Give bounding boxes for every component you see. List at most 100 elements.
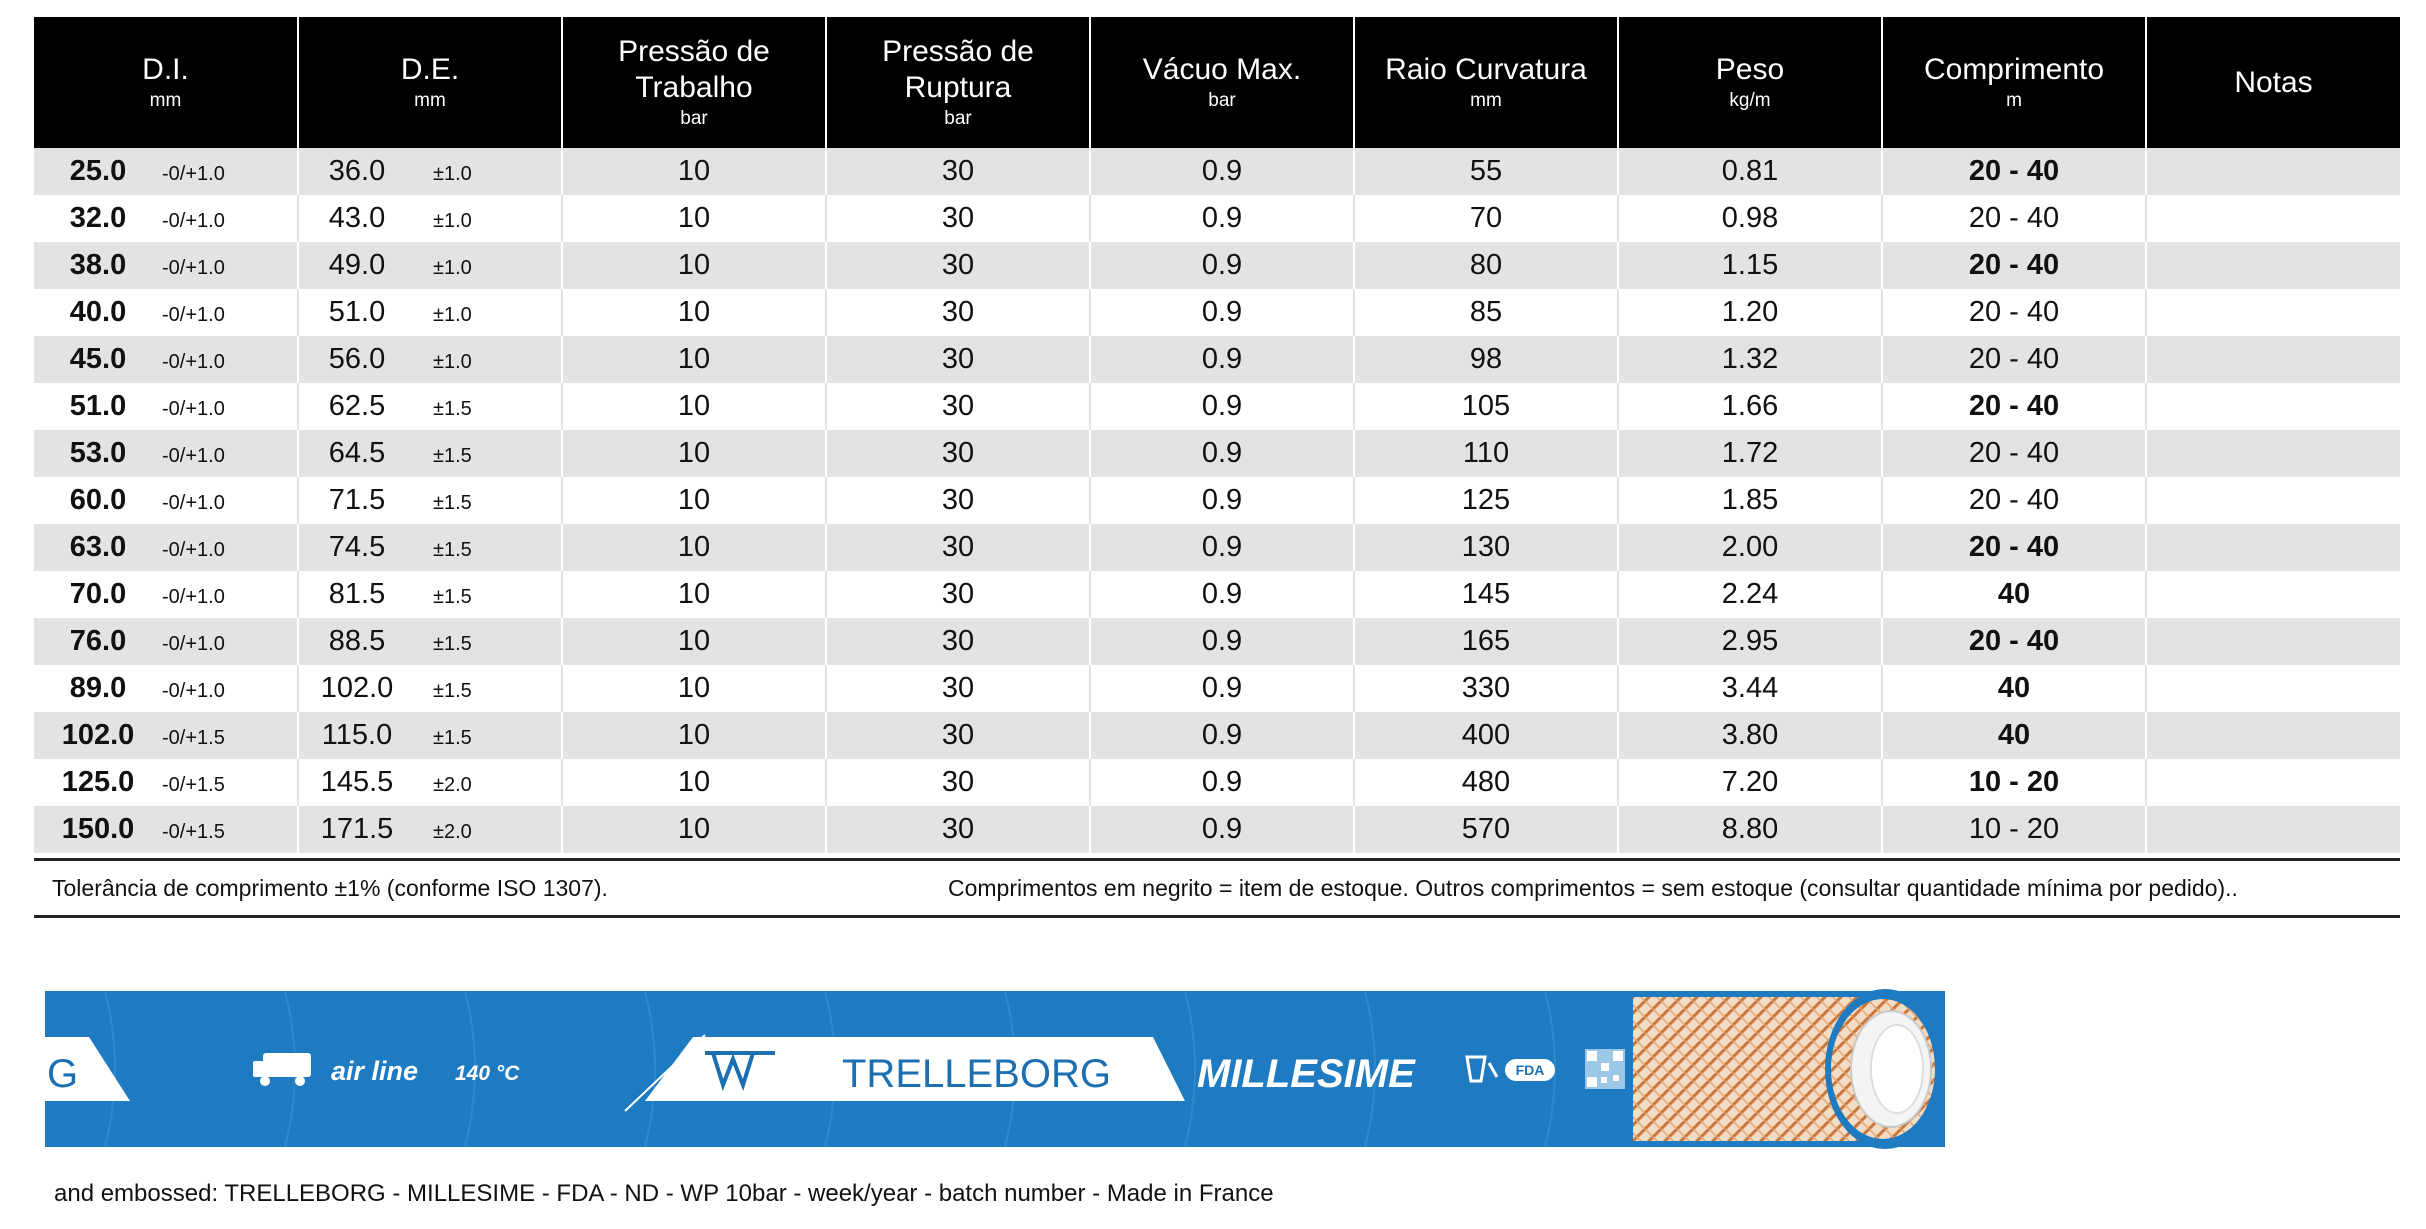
cell-working-pressure: 10	[562, 712, 827, 759]
di-tolerance: -0/+1.5	[162, 774, 225, 796]
table-row: 125.0 -0/+1.5 145.5 ±2.0 10 30 0.9 480 7.20 10 - …	[34, 759, 2400, 806]
cell-de: 171.5 ±2.0	[298, 806, 563, 853]
cell-di: 102.0 -0/+1.5	[34, 712, 299, 759]
cell-notes	[2146, 336, 2400, 383]
cell-length: 20 - 40	[1882, 195, 2147, 242]
cell-burst-pressure: 30	[826, 712, 1091, 759]
cell-weight: 8.80	[1618, 806, 1883, 853]
cell-length: 20 - 40	[1882, 430, 2147, 477]
cell-vacuum: 0.9	[1090, 477, 1355, 524]
di-tolerance: -0/+1.0	[162, 445, 225, 467]
cell-burst-pressure: 30	[826, 618, 1091, 665]
cell-di: 38.0 -0/+1.0	[34, 242, 299, 289]
cell-de: 81.5 ±1.5	[298, 571, 563, 618]
di-tolerance: -0/+1.0	[162, 351, 225, 373]
cell-working-pressure: 10	[562, 665, 827, 712]
cell-working-pressure: 10	[562, 759, 827, 806]
cell-bend-radius: 400	[1354, 712, 1619, 759]
cell-di: 32.0 -0/+1.0	[34, 195, 299, 242]
cell-length: 40	[1882, 712, 2147, 759]
length-tolerance-note: Tolerância de comprimento ±1% (conforme …	[52, 875, 608, 901]
cell-vacuum: 0.9	[1090, 430, 1355, 477]
cell-de: 43.0 ±1.0	[298, 195, 563, 242]
cell-di: 150.0 -0/+1.5	[34, 806, 299, 853]
header-vacuum: Vácuo Max. bar	[1090, 17, 1355, 148]
food-glass-icon	[1465, 1055, 1499, 1083]
cell-vacuum: 0.9	[1090, 242, 1355, 289]
di-value: 102.0	[61, 719, 135, 751]
cell-vacuum: 0.9	[1090, 759, 1355, 806]
cell-working-pressure: 10	[562, 477, 827, 524]
di-tolerance: -0/+1.0	[162, 680, 225, 702]
cell-vacuum: 0.9	[1090, 712, 1355, 759]
cell-working-pressure: 10	[562, 289, 827, 336]
hose-brand-band	[645, 1037, 1185, 1101]
header-length: Comprimento m	[1882, 17, 2147, 148]
cell-burst-pressure: 30	[826, 195, 1091, 242]
di-tolerance: -0/+1.0	[162, 304, 225, 326]
di-value: 89.0	[69, 672, 127, 704]
cell-length: 20 - 40	[1882, 618, 2147, 665]
cell-notes	[2146, 242, 2400, 289]
cell-burst-pressure: 30	[826, 477, 1091, 524]
di-value: 40.0	[69, 296, 127, 328]
de-value: 64.5	[328, 437, 386, 469]
cell-di: 45.0 -0/+1.0	[34, 336, 299, 383]
hose-cut-text: G	[47, 1052, 78, 1096]
cell-di: 53.0 -0/+1.0	[34, 430, 299, 477]
cell-burst-pressure: 30	[826, 665, 1091, 712]
cell-di: 51.0 -0/+1.0	[34, 383, 299, 430]
de-tolerance: ±1.5	[433, 492, 472, 514]
cell-weight: 1.85	[1618, 477, 1883, 524]
cell-bend-radius: 570	[1354, 806, 1619, 853]
fda-badge-icon: FDA	[1505, 1059, 1555, 1081]
cell-length: 20 - 40	[1882, 524, 2147, 571]
table-row: 45.0 -0/+1.0 56.0 ±1.0 10 30 0.9 98 1.32 20 - 40	[34, 336, 2400, 383]
cell-notes	[2146, 759, 2400, 806]
di-value: 51.0	[69, 390, 127, 422]
cell-working-pressure: 10	[562, 524, 827, 571]
specifications-table: D.I. mm D.E. mm Pressão de Trabalho bar …	[34, 17, 2400, 853]
cell-working-pressure: 10	[562, 806, 827, 853]
cell-length: 20 - 40	[1882, 242, 2147, 289]
di-value: 32.0	[69, 202, 127, 234]
cell-bend-radius: 110	[1354, 430, 1619, 477]
de-tolerance: ±1.5	[433, 398, 472, 420]
cell-working-pressure: 10	[562, 242, 827, 289]
table-row: 150.0 -0/+1.5 171.5 ±2.0 10 30 0.9 570 8.80 10 - …	[34, 806, 2400, 853]
embossing-caption: and embossed: TRELLEBORG - MILLESIME - F…	[54, 1180, 1274, 1207]
di-tolerance: -0/+1.0	[162, 633, 225, 655]
cell-length: 20 - 40	[1882, 383, 2147, 430]
cell-working-pressure: 10	[562, 148, 827, 195]
cell-de: 64.5 ±1.5	[298, 430, 563, 477]
table-row: 25.0 -0/+1.0 36.0 ±1.0 10 30 0.9 55 0.81 20 - 40	[34, 148, 2400, 195]
cell-weight: 0.98	[1618, 195, 1883, 242]
cell-notes	[2146, 806, 2400, 853]
hose-product-text: MILLESIME	[1197, 1052, 1416, 1096]
cell-di: 25.0 -0/+1.0	[34, 148, 299, 195]
trelleborg-logo-icon	[705, 1051, 775, 1092]
cell-vacuum: 0.9	[1090, 618, 1355, 665]
table-row: 51.0 -0/+1.0 62.5 ±1.5 10 30 0.9 105 1.66 20 - 40	[34, 383, 2400, 430]
de-tolerance: ±1.5	[433, 633, 472, 655]
cell-de: 36.0 ±1.0	[298, 148, 563, 195]
cell-length: 40	[1882, 665, 2147, 712]
cell-de: 71.5 ±1.5	[298, 477, 563, 524]
cell-de: 62.5 ±1.5	[298, 383, 563, 430]
cell-vacuum: 0.9	[1090, 195, 1355, 242]
cell-burst-pressure: 30	[826, 383, 1091, 430]
cell-vacuum: 0.9	[1090, 289, 1355, 336]
di-tolerance: -0/+1.0	[162, 492, 225, 514]
cell-burst-pressure: 30	[826, 759, 1091, 806]
cell-vacuum: 0.9	[1090, 665, 1355, 712]
header-working-pressure: Pressão de Trabalho bar	[562, 17, 827, 148]
header-bend-radius: Raio Curvatura mm	[1354, 17, 1619, 148]
di-value: 63.0	[69, 531, 127, 563]
di-value: 38.0	[69, 249, 127, 281]
de-value: 51.0	[328, 296, 386, 328]
header-burst-pressure: Pressão de Ruptura bar	[826, 17, 1091, 148]
cell-di: 76.0 -0/+1.0	[34, 618, 299, 665]
cell-vacuum: 0.9	[1090, 806, 1355, 853]
de-value: 43.0	[328, 202, 386, 234]
di-tolerance: -0/+1.0	[162, 586, 225, 608]
